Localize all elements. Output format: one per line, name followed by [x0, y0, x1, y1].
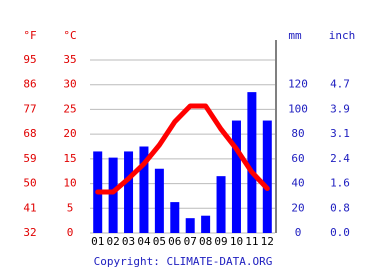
unit-label: mm [288, 29, 302, 42]
y2-tick-label: 80 [291, 127, 304, 140]
y-tick-label: 15 [63, 152, 76, 165]
temperature-line [95, 103, 270, 195]
f-tick-label: 41 [23, 201, 36, 214]
x-tick-label: 10 [230, 235, 243, 248]
y2-tick-label: 0 [295, 226, 302, 239]
f-tick-label: 86 [23, 78, 36, 91]
bar [154, 168, 164, 233]
inch-tick-label: 0.0 [330, 226, 350, 239]
y-tick-label: 35 [63, 53, 76, 66]
bar [231, 120, 241, 233]
inch-tick-label: 4.7 [330, 78, 350, 91]
y-tick-label: 30 [63, 78, 76, 91]
bar [247, 92, 257, 233]
unit-label: °C [63, 29, 76, 42]
x-tick-label: 07 [184, 235, 197, 248]
inch-tick-label: 3.1 [330, 127, 350, 140]
f-tick-label: 50 [23, 177, 36, 190]
bar [216, 176, 226, 233]
x-tick-label: 03 [122, 235, 135, 248]
x-tick-label: 08 [199, 235, 212, 248]
y-tick-label: 25 [63, 102, 76, 115]
inch-tick-label: 3.9 [330, 102, 350, 115]
x-tick-label: 05 [153, 235, 166, 248]
x-tick-label: 06 [168, 235, 181, 248]
x-tick-label: 12 [261, 235, 274, 248]
bar [170, 202, 180, 233]
x-tick-label: 02 [107, 235, 120, 248]
y-tick-label: 0 [67, 226, 74, 239]
copyright: Copyright: CLIMATE-DATA.ORG [94, 255, 273, 268]
y2-tick-label: 20 [291, 201, 304, 214]
unit-label: inch [329, 29, 356, 42]
f-tick-label: 59 [23, 152, 36, 165]
y2-tick-label: 60 [291, 152, 304, 165]
bar [124, 151, 134, 233]
bar [262, 120, 272, 233]
f-tick-label: 32 [23, 226, 36, 239]
bar [201, 215, 211, 233]
x-tick-label: 11 [245, 235, 258, 248]
bar [108, 157, 118, 233]
inch-tick-label: 0.8 [330, 201, 350, 214]
y-tick-label: 20 [63, 127, 76, 140]
inch-tick-label: 1.6 [330, 177, 350, 190]
x-tick-label: 04 [137, 235, 151, 248]
x-tick-label: 09 [214, 235, 227, 248]
y2-tick-label: 100 [288, 102, 308, 115]
bar [185, 218, 195, 233]
f-tick-label: 68 [23, 127, 36, 140]
unit-label: °F [23, 29, 36, 42]
y-tick-label: 10 [63, 177, 76, 190]
f-tick-label: 95 [23, 53, 36, 66]
y-tick-label: 5 [67, 201, 74, 214]
inch-tick-label: 2.4 [330, 152, 350, 165]
y2-tick-label: 120 [288, 78, 308, 91]
x-tick-label: 01 [91, 235, 104, 248]
y2-tick-label: 40 [291, 177, 304, 190]
bar [139, 146, 149, 233]
f-tick-label: 77 [23, 102, 36, 115]
